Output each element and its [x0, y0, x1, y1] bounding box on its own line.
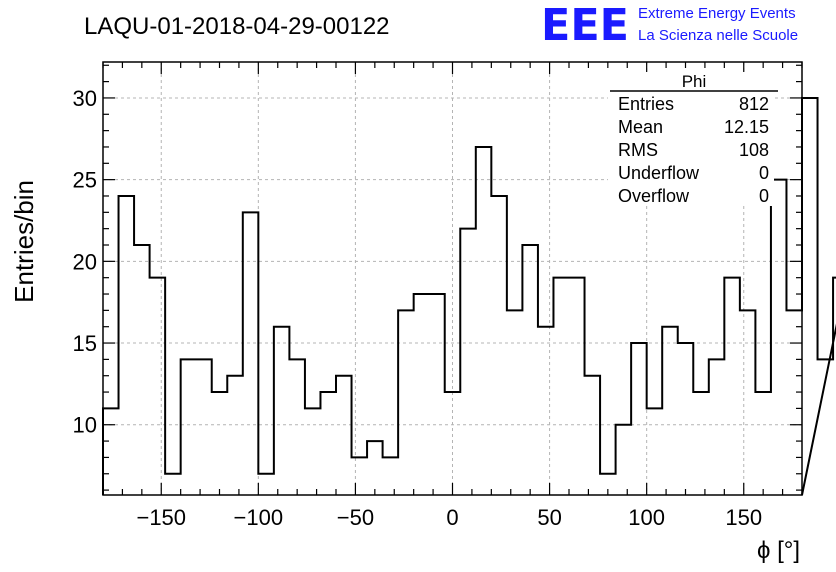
- y-tick-label: 20: [73, 249, 97, 274]
- histogram-bin: [103, 408, 119, 495]
- histogram-bin: [274, 327, 290, 495]
- y-tick-label: 25: [73, 168, 97, 193]
- stats-title: Phi: [682, 72, 707, 91]
- logo-line-1: Extreme Energy Events: [638, 5, 796, 22]
- stats-row-label: Mean: [618, 117, 663, 137]
- histogram-bin: [740, 310, 756, 495]
- histogram-bin: [165, 474, 181, 495]
- histogram-bin: [414, 294, 430, 495]
- histogram-bin: [212, 392, 228, 495]
- stats-row-label: Entries: [618, 94, 674, 114]
- x-tick-label: 0: [446, 505, 458, 530]
- y-axis-title: Entries/bin: [9, 180, 39, 303]
- y-tick-label: 10: [73, 413, 97, 438]
- histogram-bin: [429, 294, 445, 495]
- stats-row-value: 0: [759, 186, 769, 206]
- x-tick-label: −100: [234, 505, 284, 530]
- histogram-bin: [569, 278, 585, 495]
- stats-row-value: 12.15: [724, 117, 769, 137]
- histogram-bin: [150, 278, 166, 495]
- y-tick-label: 30: [73, 86, 97, 111]
- histogram-bin: [522, 245, 538, 495]
- x-tick-label: 150: [725, 505, 762, 530]
- histogram-bin: [507, 310, 523, 495]
- histogram-bin: [336, 376, 352, 495]
- x-tick-label: 100: [628, 505, 665, 530]
- histogram-series: [102, 96, 836, 496]
- histogram-bin: [227, 376, 243, 495]
- histogram-bin: [616, 425, 632, 495]
- chart-title: LAQU-01-2018-04-29-00122: [84, 13, 390, 40]
- histogram-bin: [647, 408, 663, 495]
- stats-box-background: [608, 72, 774, 206]
- stats-row-label: Overflow: [618, 186, 690, 206]
- stats-row-value: 0: [759, 163, 769, 183]
- histogram-bin: [181, 359, 197, 495]
- stats-row-value: 108: [739, 140, 769, 160]
- histogram-bin: [491, 196, 507, 495]
- stats-row-label: RMS: [618, 140, 658, 160]
- histogram-bin: [119, 196, 135, 495]
- histogram-bin: [786, 310, 802, 495]
- histogram-bin: [196, 359, 212, 495]
- histogram-bin: [367, 441, 383, 495]
- histogram-bin: [724, 278, 740, 495]
- histogram-bin: [693, 392, 709, 495]
- y-tick-label: 15: [73, 331, 97, 356]
- histogram-bin: [305, 408, 321, 495]
- eee-logo: EEE Extreme Energy Events La Scienza nel…: [541, 0, 798, 51]
- stats-row-label: Underflow: [618, 163, 700, 183]
- x-axis-title: ϕ [°]: [757, 537, 800, 564]
- logo-line-2: La Scienza nelle Scuole: [638, 27, 798, 44]
- stats-box: Phi Entries 812 Mean 12.15 RMS 108 Underflow 0 O…: [608, 72, 778, 206]
- histogram-bin: [445, 392, 461, 495]
- axes: −150 −100 −50 0 50 100 150 10 15 20 25 30: [73, 61, 803, 530]
- histogram-bin: [460, 229, 476, 495]
- histogram-bin: [258, 474, 274, 495]
- histogram-bin: [538, 327, 554, 495]
- histogram-bin: [476, 147, 492, 495]
- histogram-bin: [631, 343, 647, 495]
- histogram-bin: [320, 392, 336, 495]
- x-tick-label: −150: [136, 505, 186, 530]
- stats-row-value: 812: [739, 94, 769, 114]
- histogram-bin: [585, 376, 601, 495]
- histogram-bin: [802, 98, 818, 495]
- histogram-outline: [102, 96, 836, 496]
- histogram-bin: [352, 457, 368, 495]
- histogram-bin: [243, 212, 259, 495]
- histogram-bin: [678, 343, 694, 495]
- histogram-bin: [553, 278, 569, 495]
- histogram-bin: [662, 327, 678, 495]
- histogram-bin: [755, 392, 771, 495]
- histogram-bin: [289, 359, 305, 495]
- histogram-bin: [383, 457, 399, 495]
- histogram-bin: [398, 310, 414, 495]
- eee-logo-letters: EEE: [541, 0, 629, 51]
- histogram-bin: [709, 359, 725, 495]
- histogram-bin: [771, 180, 787, 495]
- histogram-bin: [134, 245, 150, 495]
- x-tick-label: 50: [537, 505, 561, 530]
- x-tick-label: −50: [337, 505, 374, 530]
